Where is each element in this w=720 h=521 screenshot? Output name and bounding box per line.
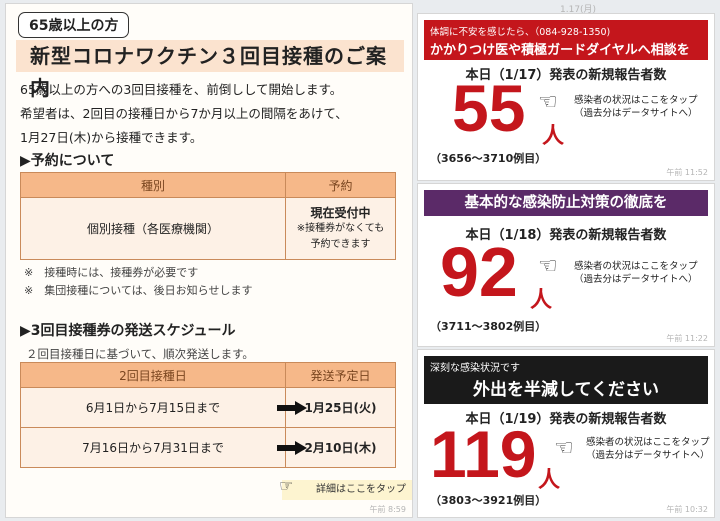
report-card-0119[interactable]: 深刻な感染状況です 外出を半減してください 本日（1/19）発表の新規報告者数 …: [418, 350, 714, 517]
case-details-link[interactable]: 感染者の状況はここをタップ （過去分はデータサイトへ）: [574, 95, 698, 119]
consultation-banner: 体調に不安を感じたら、（084-928-1350) かかりつけ医や積極ガードダイ…: [424, 20, 708, 60]
unit-label: 人: [542, 124, 565, 149]
note-text: ※ 集団接種については、後日お知らせします: [24, 284, 253, 297]
message-timestamp: 午前 8:59: [369, 505, 406, 514]
column-header: 予約: [285, 172, 396, 198]
case-range: （3656～3710例目）: [430, 152, 547, 165]
schedule-range: 7月16日から7月31日まで: [82, 441, 224, 455]
prevention-banner: 基本的な感染防止対策の徹底を: [424, 190, 708, 216]
arrow-right-icon: [277, 441, 307, 455]
date-header: 1.17(月): [560, 5, 597, 15]
report-heading: 本日（1/19）発表の新規報告者数: [465, 412, 667, 427]
case-range: （3803～3921例目）: [430, 494, 547, 507]
column-header: 2回目接種日: [20, 362, 286, 388]
consultation-message: かかりつけ医や積極ガードダイヤルへ相談を: [430, 43, 690, 58]
message-timestamp: 午前 10:32: [666, 505, 708, 514]
unit-label: 人: [538, 468, 561, 493]
reservation-status: 現在受付中: [310, 205, 371, 220]
case-count: 92: [440, 233, 518, 311]
vaccine-title: 新型コロナワクチン３回目接種のご案内: [16, 40, 404, 100]
vaccine-info-card[interactable]: 65歳以上の方 新型コロナワクチン３回目接種のご案内 65歳以上の方への3回目接…: [6, 4, 412, 517]
report-card-0117[interactable]: 体調に不安を感じたら、（084-928-1350) かかりつけ医や積極ガードダイ…: [418, 14, 714, 180]
case-details-link[interactable]: 感染者の状況はここをタップ （過去分はデータサイトへ）: [586, 437, 710, 461]
report-heading: 本日（1/17）発表の新規報告者数: [465, 68, 667, 83]
note-text: ※ 接種時には、接種券が必要です: [24, 266, 199, 279]
reservation-type: 個別接種（各医療機関）: [20, 197, 286, 260]
consultation-phone: 体調に不安を感じたら、（084-928-1350): [430, 27, 611, 38]
table-row: 7月16日から7月31日まで 2月10日(木): [20, 427, 396, 468]
stay-home-message: 外出を半減してください: [473, 380, 659, 400]
pointing-hand-icon: ☞: [279, 476, 294, 495]
intro-text: 65歳以上の方への3回目接種を、前倒しして開始します。 希望者は、2回目の接種日…: [20, 82, 348, 145]
reservation-note: ※接種券がなくても: [296, 222, 385, 234]
message-timestamp: 午前 11:22: [666, 334, 708, 343]
case-details-link[interactable]: 感染者の状況はここをタップ （過去分はデータサイトへ）: [574, 261, 698, 285]
schedule-date: 1月25日(火): [285, 387, 396, 428]
severity-note: 深刻な感染状況です: [430, 363, 520, 374]
column-header: 発送予定日: [285, 362, 396, 388]
pointing-hand-icon: ☜: [554, 436, 574, 461]
pointing-hand-icon: ☜: [538, 90, 558, 115]
reservation-note: 予約できます: [310, 238, 371, 250]
schedule-range: 6月1日から7月15日まで: [85, 401, 221, 415]
unit-label: 人: [530, 288, 553, 313]
message-timestamp: 午前 11:52: [666, 168, 708, 177]
table-row: 6月1日から7月15日まで 1月25日(火): [20, 387, 396, 428]
schedule-heading: ▶3回目接種券の発送スケジュール: [20, 323, 236, 339]
schedule-subtitle: ２回目接種日に基づいて、順次発送します。: [26, 347, 254, 361]
column-header: 種別: [20, 172, 286, 198]
report-heading: 本日（1/18）発表の新規報告者数: [465, 228, 667, 243]
reservation-table: 種別 予約 個別接種（各医療機関） 現在受付中 ※接種券がなくても 予約できます: [20, 172, 396, 260]
case-count: 55: [452, 71, 526, 145]
report-card-0118[interactable]: 基本的な感染防止対策の徹底を 本日（1/18）発表の新規報告者数 92 人 ☜ …: [418, 184, 714, 346]
case-range: （3711～3802例目）: [430, 320, 547, 333]
schedule-table: 2回目接種日 発送予定日 6月1日から7月15日まで 1月25日(火) 7月16…: [20, 362, 396, 468]
case-count: 119: [430, 417, 537, 491]
age-badge: 65歳以上の方: [18, 12, 130, 38]
arrow-right-icon: [277, 401, 307, 415]
pointing-hand-icon: ☜: [538, 254, 558, 279]
details-tap-button[interactable]: ☞ 詳細はここをタップ: [279, 476, 412, 500]
reservation-heading: ▶予約について: [20, 153, 115, 169]
stay-home-banner: 深刻な感染状況です 外出を半減してください: [424, 356, 708, 404]
